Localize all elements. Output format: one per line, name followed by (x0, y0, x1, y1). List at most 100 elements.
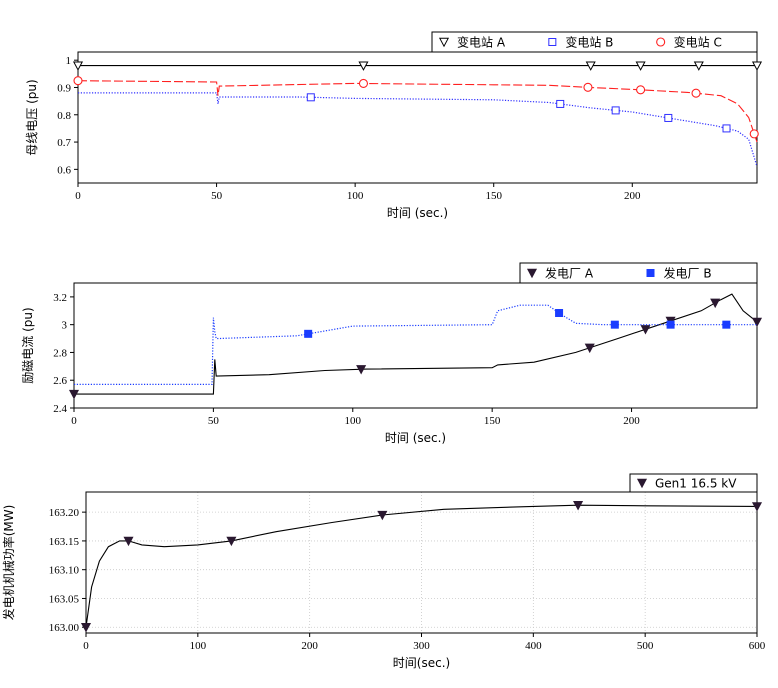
y-tick-label: 163.15 (49, 536, 80, 548)
y-tick-label: 163.00 (49, 622, 80, 634)
legend-box (519, 262, 758, 284)
series-2-marker (556, 99, 565, 108)
chart-3: 0 100 200 300 400 500 600 163.00 163.05 163.10 163… (1, 473, 766, 670)
legend-marker-1 (438, 37, 450, 48)
x-tick-label: 50 (211, 190, 223, 202)
y-tick-label: 0.7 (57, 137, 71, 149)
x-tick-label: 100 (345, 415, 362, 427)
x-axis-title: 时间(sec.) (393, 656, 450, 670)
series-1-marker (226, 536, 237, 547)
x-tick-label: 200 (623, 415, 640, 427)
legend-marker-1 (526, 268, 538, 279)
x-tick-label: 400 (525, 640, 542, 652)
y-tick-label: 1 (66, 55, 72, 67)
series-1-marker (710, 298, 721, 309)
series-line-2 (74, 304, 757, 385)
series-3-marker (73, 76, 83, 86)
series-3-marker (749, 129, 759, 139)
legend-box (431, 31, 758, 53)
x-tick-label: 200 (301, 640, 318, 652)
x-tick-label: 0 (83, 640, 89, 652)
legend-marker-2 (646, 269, 655, 277)
series-1-marker (751, 317, 763, 328)
legend-label-2: 发电厂 B (664, 266, 712, 281)
x-axis-title: 时间 (sec.) (385, 431, 446, 445)
series-1-marker (123, 536, 134, 547)
x-tick-label: 200 (624, 190, 641, 202)
y-tick-label: 163.05 (49, 593, 80, 605)
series-3-marker (358, 78, 369, 89)
series-1-marker (585, 61, 596, 71)
legend-marker-2 (548, 38, 557, 46)
legend-label-1: 发电厂 A (545, 266, 594, 281)
series-line-1 (74, 293, 758, 395)
series-1-marker (751, 61, 763, 71)
series-1-marker (68, 389, 80, 400)
series-line-3 (77, 80, 758, 143)
legend-label-1: 变电站 A (457, 35, 506, 50)
chart-1: 0 50 100 150 200 0.6 0.7 0.8 0.9 1 时间 (sec.) 母线电压 (… (25, 31, 763, 220)
series-1-marker (72, 61, 84, 71)
legend-label-3: 变电站 C (674, 35, 722, 50)
series-2-marker (304, 329, 313, 338)
series-2-marker (666, 320, 675, 329)
legend-marker-1 (636, 478, 648, 489)
plot-frame (77, 51, 758, 184)
series-2-marker (610, 320, 619, 329)
legend-label-2: 变电站 B (565, 35, 613, 50)
y-tick-label: 163.20 (49, 507, 80, 519)
series-1-marker (693, 61, 704, 71)
plot-frame (73, 282, 758, 409)
legend: Gen1 16.5 kV (629, 473, 758, 493)
y-tick-label: 3.2 (53, 292, 67, 304)
series-2-marker (722, 124, 731, 133)
series-3-marker (583, 82, 593, 92)
y-tick-label: 2.8 (53, 347, 67, 359)
legend: 变电站 A 变电站 B 变电站 C (431, 31, 758, 53)
series-1-marker (80, 623, 92, 633)
legend-box (629, 473, 758, 493)
series-1-marker (751, 502, 763, 512)
y-axis-title: 发电机机械功率(MW) (1, 505, 16, 621)
series-1-marker (358, 61, 369, 71)
chart-2: 0 50 100 150 200 2.4 2.6 2.8 3 3.2 时间 (sec.) 励磁电流 (… (20, 262, 763, 445)
x-tick-label: 150 (484, 415, 501, 427)
series-1-marker (573, 501, 584, 511)
y-tick-label: 163.10 (49, 565, 80, 577)
series-2-marker (664, 113, 673, 122)
series-2-marker (722, 320, 731, 329)
legend-marker-3 (656, 37, 666, 47)
y-axis-title: 励磁电流 (pu) (20, 307, 35, 383)
series-2-marker (555, 309, 564, 317)
series-3-marker (636, 85, 646, 95)
x-tick-label: 100 (190, 640, 207, 652)
series-1-marker (640, 325, 651, 335)
y-tick-label: 2.6 (53, 375, 67, 387)
series-2-marker (306, 93, 315, 102)
x-tick-label: 300 (413, 640, 430, 652)
x-tick-label: 0 (75, 190, 81, 202)
y-tick-label: 0.6 (57, 164, 71, 176)
y-tick-label: 0.8 (57, 110, 71, 122)
series-1-marker (377, 510, 388, 521)
x-tick-label: 0 (71, 415, 77, 427)
y-tick-label: 0.9 (57, 82, 71, 94)
y-axis-title: 母线电压 (pu) (25, 79, 39, 155)
series-2-marker (611, 106, 620, 115)
x-tick-label: 600 (749, 640, 766, 652)
y-tick-label: 3 (62, 320, 68, 332)
x-tick-label: 100 (347, 190, 364, 202)
legend: 发电厂 A 发电厂 B (519, 262, 758, 284)
x-tick-label: 500 (637, 640, 654, 652)
series-1-marker (635, 61, 646, 71)
x-axis-title: 时间 (sec.) (387, 206, 448, 220)
series-1-marker (356, 365, 367, 375)
x-tick-label: 50 (208, 415, 220, 427)
series-line-1 (85, 504, 758, 628)
series-line-2 (78, 92, 758, 167)
x-tick-label: 150 (485, 190, 502, 202)
series-1-marker (584, 343, 595, 354)
legend-label-1: Gen1 16.5 kV (655, 477, 737, 491)
y-tick-label: 2.4 (53, 403, 67, 415)
